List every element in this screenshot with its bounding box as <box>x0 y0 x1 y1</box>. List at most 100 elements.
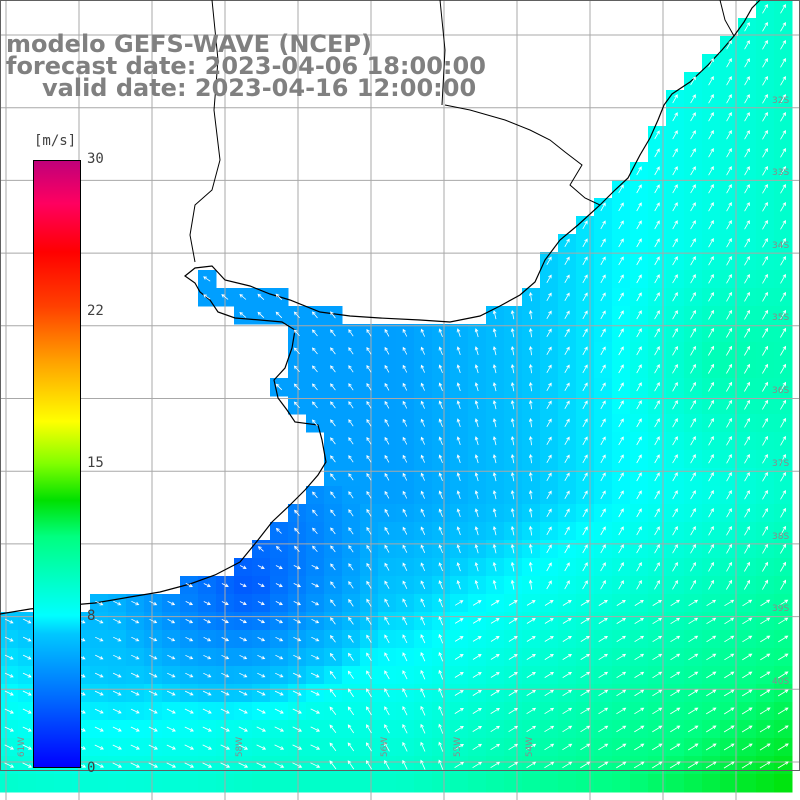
wind-arrow <box>726 76 732 86</box>
wind-arrow <box>780 39 786 50</box>
wind-arrow <box>366 347 372 355</box>
wind-arrow <box>492 364 497 374</box>
wind-arrow <box>636 238 642 248</box>
wind-arrow <box>329 760 337 770</box>
wind-arrow <box>582 220 588 230</box>
wind-arrow <box>618 400 624 410</box>
wind-arrow <box>366 526 372 535</box>
wind-arrow <box>654 166 660 176</box>
wind-arrow <box>384 706 390 716</box>
wind-arrow <box>348 455 354 463</box>
wind-arrow <box>310 672 320 678</box>
wind-arrow <box>330 329 336 337</box>
wind-arrow <box>4 744 15 750</box>
wind-arrow <box>330 599 336 607</box>
wind-arrow <box>311 600 320 606</box>
wind-arrow <box>347 670 354 679</box>
wind-arrow <box>22 636 32 642</box>
wind-arrow <box>112 744 122 750</box>
wind-arrow <box>348 563 354 571</box>
wind-arrow <box>564 436 570 446</box>
wind-arrow <box>742 653 753 661</box>
wind-arrow <box>706 653 717 661</box>
wind-arrow <box>690 94 696 104</box>
wind-arrow <box>456 346 461 356</box>
wind-arrow <box>366 419 372 427</box>
wind-arrow <box>366 401 372 409</box>
wind-arrow <box>438 490 443 499</box>
wind-arrow <box>780 111 786 122</box>
wind-arrow <box>741 707 753 715</box>
wind-arrow <box>528 381 533 392</box>
wind-arrow <box>654 400 660 410</box>
wind-arrow <box>526 725 537 733</box>
wind-arrow <box>762 399 769 410</box>
wind-arrow <box>4 618 14 624</box>
wind-arrow <box>438 580 443 590</box>
wind-arrow <box>616 689 627 697</box>
wind-arrow <box>366 616 372 625</box>
wind-arrow <box>780 183 786 194</box>
coastline <box>0 0 761 615</box>
wind-arrow <box>654 544 660 554</box>
wind-arrow <box>456 364 461 374</box>
wind-arrow <box>777 761 789 769</box>
wind-arrow <box>708 220 714 230</box>
wind-arrow <box>366 455 372 463</box>
wind-arrow <box>472 636 482 642</box>
wind-arrow <box>348 473 354 481</box>
wind-arrow <box>742 599 753 607</box>
wind-arrow <box>438 436 443 445</box>
wind-arrow <box>528 579 533 590</box>
wind-arrow <box>780 129 786 140</box>
wind-arrow <box>384 472 390 481</box>
wind-arrow <box>528 507 533 518</box>
wind-arrow <box>726 579 733 590</box>
wind-arrow <box>366 437 372 445</box>
wind-arrow <box>690 184 696 194</box>
wind-arrow <box>690 436 696 446</box>
wind-arrow <box>185 601 194 606</box>
wind-arrow <box>744 238 750 248</box>
wind-arrow <box>275 565 283 570</box>
wind-arrow <box>402 526 408 535</box>
wind-arrow <box>4 726 14 732</box>
wind-arrow <box>239 601 247 605</box>
wind-arrow <box>636 400 642 410</box>
wind-arrow <box>472 618 482 624</box>
wind-arrow <box>600 580 606 590</box>
wind-arrow <box>239 654 248 660</box>
wind-arrow <box>616 671 627 679</box>
wind-arrow <box>618 346 624 356</box>
wind-arrow <box>672 292 678 302</box>
wind-arrow <box>600 274 606 284</box>
wind-arrow <box>420 526 426 535</box>
wind-arrow <box>654 346 660 356</box>
wind-arrow <box>526 600 536 606</box>
lon-label: 56W <box>380 736 391 758</box>
wind-arrow <box>762 525 768 536</box>
wind-arrow <box>330 491 336 499</box>
wind-arrow <box>256 726 267 732</box>
wind-arrow <box>762 543 768 554</box>
wind-arrow <box>310 690 320 696</box>
wind-arrow <box>546 310 552 320</box>
wind-arrow <box>454 654 464 660</box>
wind-arrow <box>616 599 626 606</box>
wind-arrow <box>293 311 300 319</box>
wind-arrow <box>311 654 320 660</box>
wind-arrow <box>708 472 714 482</box>
wind-arrow <box>492 508 497 518</box>
wind-arrow <box>672 508 678 518</box>
wind-arrow <box>365 742 372 752</box>
wind-arrow <box>616 635 627 643</box>
wind-arrow <box>113 618 122 624</box>
wind-arrow <box>294 509 300 516</box>
wind-arrow <box>402 616 408 626</box>
wind-arrow <box>744 273 750 284</box>
wind-arrow <box>292 672 302 678</box>
wind-arrow <box>348 616 354 625</box>
wind-arrow <box>744 94 750 104</box>
wind-arrow <box>762 237 768 248</box>
wind-arrow <box>330 455 336 463</box>
